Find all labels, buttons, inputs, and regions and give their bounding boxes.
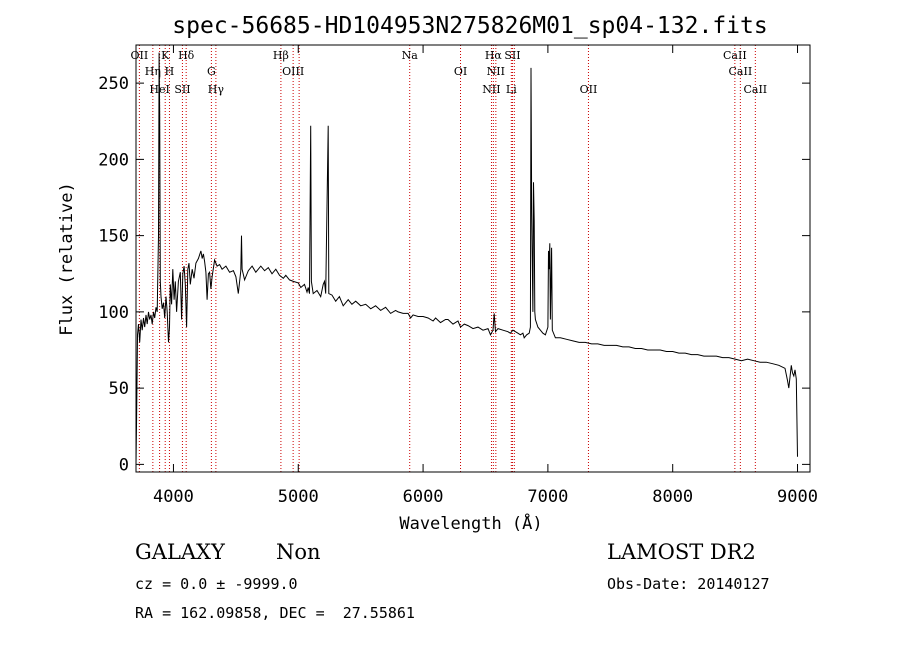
spectral-line-markers bbox=[138, 45, 756, 472]
spectral-line-label: K bbox=[161, 49, 170, 62]
spectral-line-label: Hη bbox=[145, 65, 161, 78]
x-axis-ticks: 4000 5000 6000 7000 8000 9000 bbox=[153, 45, 818, 507]
x-tick-label: 7000 bbox=[527, 487, 568, 507]
spectral-line-label: CaII bbox=[729, 65, 753, 78]
spectral-line-label: CaII bbox=[743, 83, 767, 96]
x-tick-label: 9000 bbox=[777, 487, 818, 507]
plot-frame bbox=[135, 44, 811, 473]
spectral-line-label: H bbox=[165, 65, 175, 78]
y-tick-label: 250 bbox=[98, 74, 129, 94]
x-axis-label: Wavelength (Å) bbox=[399, 512, 542, 534]
spectral-line-label: SII bbox=[174, 83, 190, 96]
spectral-line-label: Li bbox=[506, 83, 517, 96]
y-tick-label: 0 bbox=[119, 455, 129, 475]
spectral-line-label: Hδ bbox=[178, 49, 195, 62]
spectral-line-label: NII bbox=[487, 65, 505, 78]
spectrum-series-line bbox=[135, 52, 798, 465]
x-tick-label: 4000 bbox=[153, 487, 194, 507]
chart-title: spec-56685-HD104953N275826M01_sp04-132.f… bbox=[172, 13, 767, 39]
y-axis-ticks: 0 50 100 150 200 250 bbox=[98, 74, 810, 475]
x-tick-label: 8000 bbox=[652, 487, 693, 507]
y-axis-label: Flux (relative) bbox=[57, 182, 77, 336]
object-subclass-label: Non bbox=[276, 540, 321, 564]
coordinates-text: RA = 162.09858, DEC = 27.55861 bbox=[135, 604, 415, 622]
spectral-line-label: NII bbox=[482, 83, 500, 96]
spectral-line-labels: OIIHηHeIKHSIIHδGHγHβOIIINaOINIIHαNIILiSI… bbox=[131, 49, 768, 96]
spectral-line-label: G bbox=[207, 65, 216, 78]
x-tick-label: 5000 bbox=[278, 487, 319, 507]
spectral-line-label: SII bbox=[504, 49, 520, 62]
spectral-line-label: OII bbox=[580, 83, 598, 96]
spectral-line-label: Na bbox=[402, 49, 419, 62]
spectral-line-label: OI bbox=[454, 65, 467, 78]
spectral-line-label: Hβ bbox=[273, 49, 289, 62]
spectral-line-label: OII bbox=[131, 49, 149, 62]
spectral-line-label: Hα bbox=[485, 49, 503, 62]
object-class-label: GALAXY bbox=[135, 540, 225, 564]
spectral-line-label: CaII bbox=[723, 49, 747, 62]
spectral-line-label: OIII bbox=[282, 65, 304, 78]
y-tick-label: 200 bbox=[98, 150, 129, 170]
x-tick-label: 6000 bbox=[403, 487, 444, 507]
y-tick-label: 50 bbox=[109, 379, 129, 399]
spectral-line-label: Hγ bbox=[208, 83, 225, 96]
survey-label: LAMOST DR2 bbox=[607, 540, 756, 564]
y-tick-label: 150 bbox=[98, 227, 129, 247]
observation-date-text: Obs-Date: 20140127 bbox=[607, 575, 770, 593]
redshift-cz-text: cz = 0.0 ± -9999.0 bbox=[135, 575, 298, 593]
y-tick-label: 100 bbox=[98, 303, 129, 323]
